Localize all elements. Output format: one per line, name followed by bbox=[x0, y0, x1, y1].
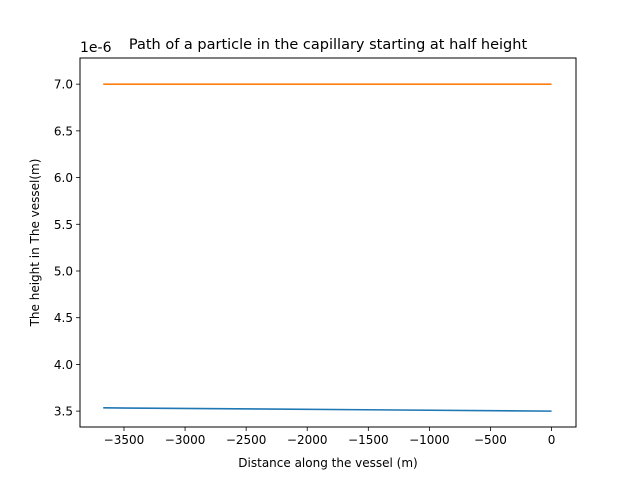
y-tick-label: 5.5 bbox=[54, 218, 73, 232]
y-tick-label: 5.0 bbox=[54, 264, 73, 278]
y-tick-label: 3.5 bbox=[54, 405, 73, 419]
plot-frame bbox=[79, 57, 577, 428]
x-tick-label: −1500 bbox=[348, 433, 389, 447]
y-tick-label: 4.0 bbox=[54, 358, 73, 372]
y-axis-ticks: 3.5 4.0 4.5 5.0 5.5 6.0 6.5 7.0 bbox=[54, 78, 80, 419]
y-offset-label: 1e-6 bbox=[80, 40, 112, 56]
x-tick-label: 0 bbox=[548, 433, 556, 447]
y-tick-label: 4.5 bbox=[54, 311, 73, 325]
series-line-1 bbox=[103, 407, 552, 412]
x-tick-label: −2500 bbox=[226, 433, 267, 447]
x-tick-label: −500 bbox=[474, 433, 507, 447]
y-axis-label: The height in The vessel(m) bbox=[28, 159, 42, 328]
x-tick-label: −1000 bbox=[409, 433, 450, 447]
y-tick-label: 6.0 bbox=[54, 171, 73, 185]
x-axis-ticks: −3500 −3000 −2500 −2000 −1500 −1000 −500 0 bbox=[104, 427, 556, 447]
x-axis-label: Distance along the vessel (m) bbox=[238, 456, 417, 470]
series-layer bbox=[103, 83, 552, 412]
y-tick-label: 7.0 bbox=[54, 78, 73, 92]
chart-title: Path of a particle in the capillary star… bbox=[129, 37, 528, 53]
x-tick-label: −3500 bbox=[104, 433, 145, 447]
y-tick-label: 6.5 bbox=[54, 124, 73, 138]
x-tick-label: −2000 bbox=[287, 433, 328, 447]
x-tick-label: −3000 bbox=[165, 433, 206, 447]
